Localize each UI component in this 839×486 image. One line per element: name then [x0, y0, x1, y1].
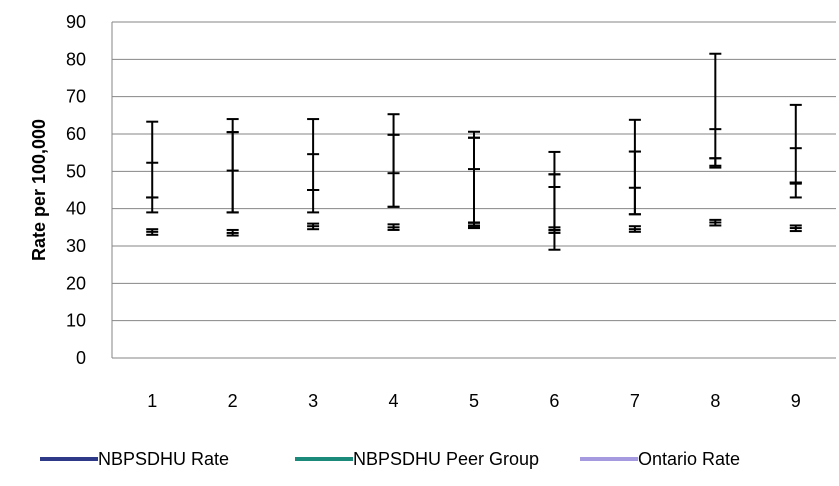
x-tick-label: 3 [308, 391, 318, 411]
x-tick-label: 4 [389, 391, 399, 411]
x-tick-label: 2 [228, 391, 238, 411]
y-tick-label: 10 [66, 311, 86, 331]
error-bars [146, 52, 802, 251]
legend: NBPSDHU Rate NBPSDHU Peer Group Ontario Ra… [40, 449, 740, 469]
x-tick-label: 1 [147, 391, 157, 411]
y-tick-label: 20 [66, 273, 86, 293]
legend-label: Ontario Rate [638, 449, 740, 469]
series-1 [146, 131, 802, 251]
y-tick-label: 90 [66, 12, 86, 32]
y-tick-label: 80 [66, 49, 86, 69]
x-tick-label: 6 [549, 391, 559, 411]
legend-label: NBPSDHU Peer Group [353, 449, 539, 469]
y-tick-label: 70 [66, 87, 86, 107]
x-tick-label: 5 [469, 391, 479, 411]
y-tick-label: 30 [66, 236, 86, 256]
y-tick-labels: 0 10 20 30 40 50 60 70 80 90 [66, 12, 86, 368]
legend-label: NBPSDHU Rate [98, 449, 229, 469]
y-tick-label: 60 [66, 124, 86, 144]
y-axis-title: Rate per 100,000 [29, 119, 49, 261]
axes [111, 22, 836, 359]
y-tick-label: 0 [76, 348, 86, 368]
series-2 [146, 218, 802, 237]
y-tick-label: 40 [66, 199, 86, 219]
x-tick-label: 8 [710, 391, 720, 411]
x-tick-labels: 1 2 3 4 5 6 7 8 9 [147, 391, 801, 411]
x-tick-label: 7 [630, 391, 640, 411]
x-tick-label: 9 [791, 391, 801, 411]
y-tick-label: 50 [66, 161, 86, 181]
